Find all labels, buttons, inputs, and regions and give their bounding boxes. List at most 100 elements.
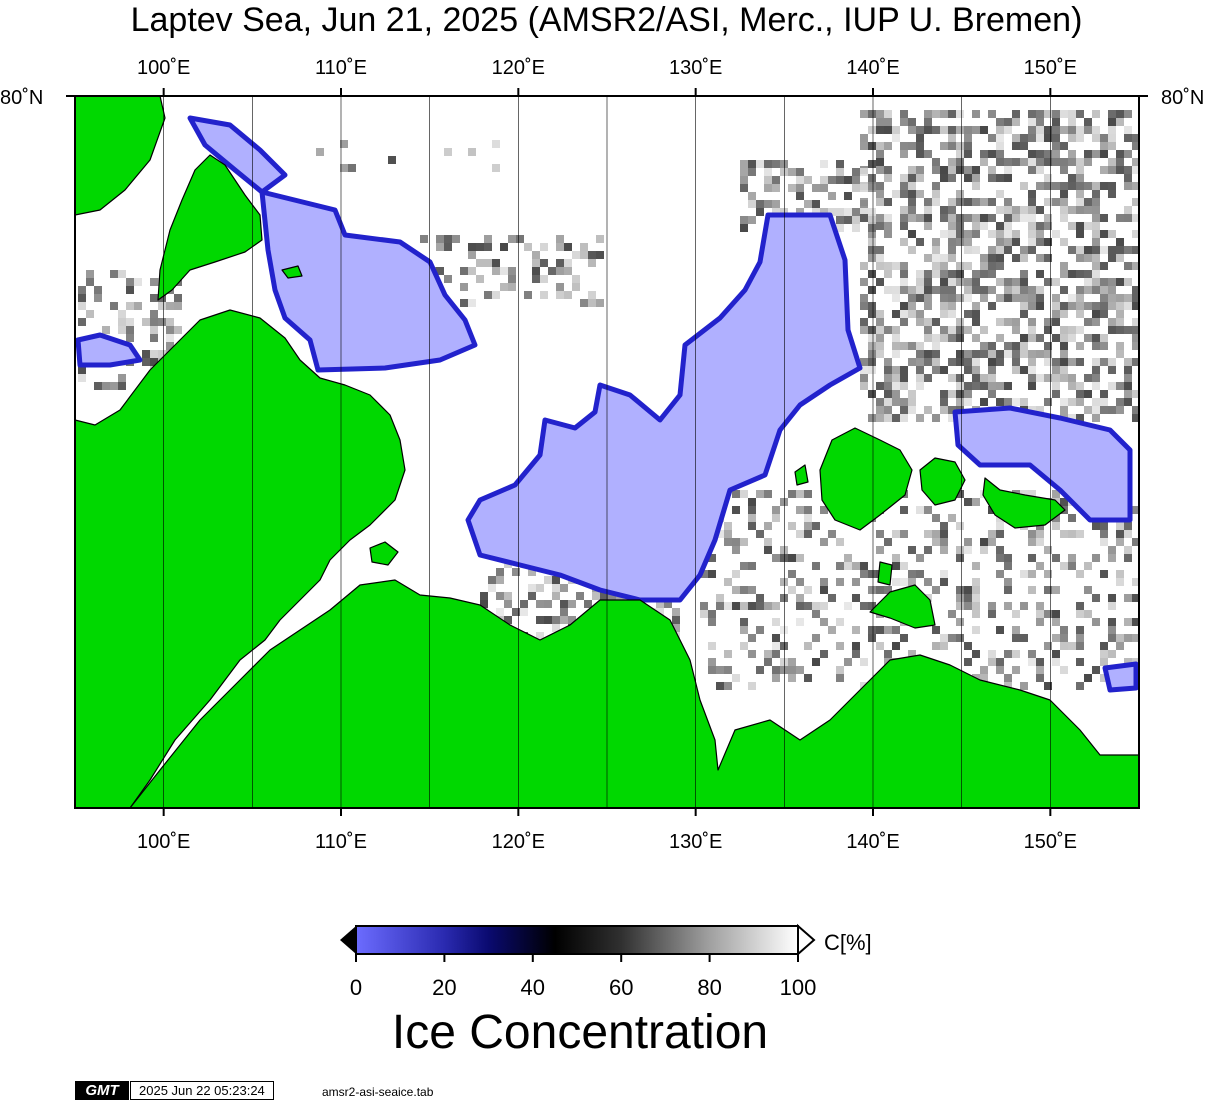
ice-pixel	[900, 382, 908, 390]
ice-pixel	[1044, 570, 1052, 578]
ice-pixel	[876, 126, 884, 134]
ice-pixel	[1068, 134, 1076, 142]
ice-pixel	[1124, 110, 1132, 118]
ice-pixel	[892, 366, 900, 374]
ice-pixel	[900, 406, 908, 414]
ice-pixel	[908, 182, 916, 190]
ice-pixel	[1028, 374, 1036, 382]
ice-pixel	[552, 576, 560, 584]
ice-pixel	[1108, 190, 1116, 198]
ice-pixel	[844, 602, 852, 610]
ice-pixel	[972, 174, 980, 182]
ice-pixel	[980, 342, 988, 350]
ice-pixel	[996, 230, 1004, 238]
ice-pixel	[852, 184, 860, 192]
ice-pixel	[804, 674, 812, 682]
ice-pixel	[924, 110, 932, 118]
ice-pixel	[924, 578, 932, 586]
ice-pixel	[972, 594, 980, 602]
ice-pixel	[1004, 222, 1012, 230]
ice-pixel	[780, 658, 788, 666]
ice-pixel	[1044, 238, 1052, 246]
ice-pixel	[876, 326, 884, 334]
ice-pixel	[1028, 150, 1036, 158]
colorbar-under-triangle	[340, 926, 356, 954]
ice-pixel	[948, 610, 956, 618]
ice-pixel	[948, 230, 956, 238]
ice-pixel	[924, 126, 932, 134]
ice-pixel	[748, 216, 756, 224]
ice-pixel	[972, 578, 980, 586]
ice-pixel	[1124, 294, 1132, 302]
ice-pixel	[504, 592, 512, 600]
ice-pixel	[956, 350, 964, 358]
ice-pixel	[820, 586, 828, 594]
ice-pixel	[1100, 674, 1108, 682]
ice-pixel	[980, 198, 988, 206]
ice-pixel	[804, 530, 812, 538]
ice-pixel	[876, 198, 884, 206]
ice-pixel	[988, 610, 996, 618]
ice-pixel	[1004, 174, 1012, 182]
ice-pixel	[348, 164, 356, 172]
ice-pixel	[1076, 682, 1084, 690]
ice-pixel	[166, 326, 174, 334]
ice-pixel	[996, 278, 1004, 286]
ice-pixel	[860, 562, 868, 570]
ice-pixel	[78, 318, 86, 326]
ice-pixel	[1092, 366, 1100, 374]
ice-pixel	[1012, 158, 1020, 166]
ice-pixel	[1084, 286, 1092, 294]
ice-pixel	[1092, 222, 1100, 230]
ice-pixel	[1116, 342, 1124, 350]
ice-pixel	[932, 246, 940, 254]
ice-pixel	[892, 294, 900, 302]
ice-pixel	[1060, 562, 1068, 570]
ice-pixel	[748, 498, 756, 506]
ice-pixel	[884, 286, 892, 294]
ice-pixel	[1084, 150, 1092, 158]
ice-pixel	[1052, 294, 1060, 302]
ice-pixel	[868, 142, 876, 150]
ice-pixel	[900, 562, 908, 570]
ice-pixel	[940, 546, 948, 554]
land-severnaya-zemlya-west	[75, 96, 166, 216]
ice-pixel	[972, 650, 980, 658]
ice-pixel	[940, 166, 948, 174]
ice-pixel	[972, 318, 980, 326]
ice-pixel	[956, 262, 964, 270]
ice-pixel	[884, 406, 892, 414]
ice-pixel	[1068, 398, 1076, 406]
frame-ticks	[162, 88, 1052, 816]
ice-pixel	[820, 650, 828, 658]
ice-pixel	[900, 578, 908, 586]
ice-pixel	[972, 334, 980, 342]
ice-pixel	[988, 214, 996, 222]
ice-pixel	[540, 291, 548, 299]
ice-pixel	[1076, 602, 1084, 610]
ice-pixel	[940, 126, 948, 134]
ice-pixel	[956, 382, 964, 390]
ice-pixel	[868, 216, 876, 224]
ice-region-small-north	[187, 115, 288, 195]
ice-pixel	[1052, 126, 1060, 134]
ice-pixel	[1004, 682, 1012, 690]
ice-pixel	[1028, 554, 1036, 562]
ice-pixel	[868, 110, 876, 118]
ice-pixel	[1068, 326, 1076, 334]
ice-pixel	[940, 406, 948, 414]
ice-pixel	[1084, 118, 1092, 126]
ice-pixel	[940, 398, 948, 406]
ice-pixel	[1052, 158, 1060, 166]
ice-pixel	[1004, 278, 1012, 286]
ice-pixel	[948, 310, 956, 318]
ice-pixel	[1036, 294, 1044, 302]
ice-pixel	[1028, 650, 1036, 658]
ice-pixel	[1116, 406, 1124, 414]
ice-pixel	[1036, 374, 1044, 382]
ice-pixel	[500, 243, 508, 251]
ice-pixel	[1012, 238, 1020, 246]
ice-pixel	[150, 350, 158, 358]
ice-pixel	[556, 259, 564, 267]
ice-pixel	[852, 168, 860, 176]
